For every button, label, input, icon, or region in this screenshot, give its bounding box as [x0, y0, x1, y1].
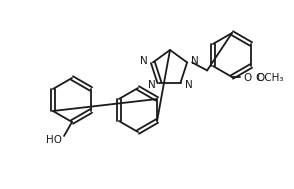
Text: O: O [243, 73, 251, 83]
Text: N: N [191, 57, 199, 67]
Text: C: C [255, 73, 263, 83]
Text: N: N [140, 57, 148, 67]
Text: HO: HO [46, 135, 62, 145]
Text: OCH₃: OCH₃ [256, 73, 283, 83]
Text: N: N [148, 80, 156, 90]
Text: N: N [185, 80, 192, 90]
